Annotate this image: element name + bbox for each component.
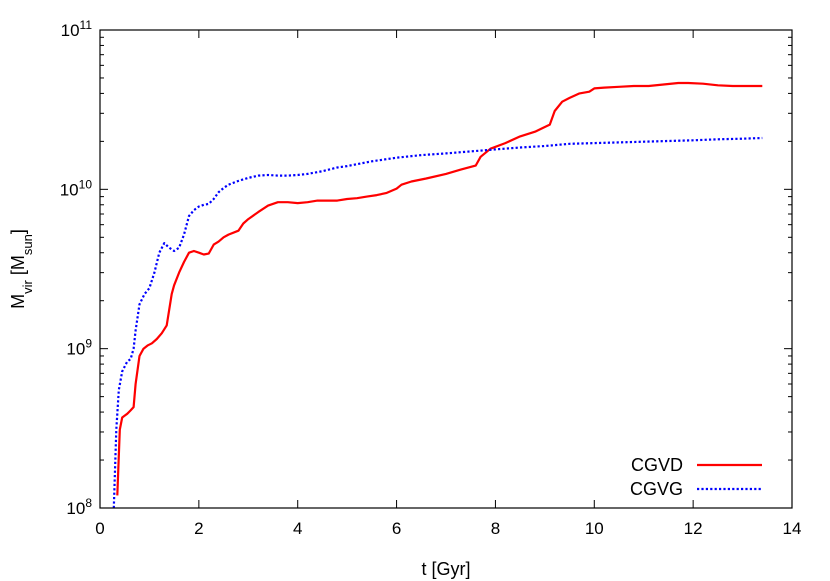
legend-label-cgvd: CGVD <box>631 455 683 475</box>
legend: CGVD CGVG <box>630 455 762 499</box>
x-tick-label: 4 <box>293 519 302 538</box>
ticks-layer <box>99 29 793 509</box>
y-tick-label: 108 <box>66 496 92 518</box>
y-axis-title: Mvir [Msun] <box>8 229 35 309</box>
y-tick-label: 1011 <box>61 18 93 40</box>
series-layer <box>112 81 763 508</box>
y-axis-title-subscript: vir <box>20 279 35 293</box>
x-tick-label: 2 <box>194 519 203 538</box>
series-line-cgvd <box>116 81 763 496</box>
y-axis-title-unit-close: ] <box>8 229 28 234</box>
y-axis-title-unit-open: [M <box>8 255 28 280</box>
x-tick-label: 8 <box>491 519 500 538</box>
x-axis-title: t [Gyr] <box>422 559 471 579</box>
y-axis-title-base: M <box>8 294 28 309</box>
y-axis-title-unit-subscript: sun <box>20 234 35 255</box>
x-tick-label: 10 <box>585 519 604 538</box>
series-line-cgvg <box>112 136 763 508</box>
plot-frame <box>99 29 793 509</box>
y-tick-label: 109 <box>66 337 92 359</box>
legend-label-cgvg: CGVG <box>630 479 683 499</box>
x-tick-label: 14 <box>783 519 802 538</box>
x-tick-label: 12 <box>684 519 703 538</box>
y-tick-label: 1010 <box>60 177 93 199</box>
x-tick-label: 6 <box>392 519 401 538</box>
x-tick-label: 0 <box>95 519 104 538</box>
labels-layer: 0 2 4 6 8 10 12 14 108 109 1010 1011 <box>60 18 802 538</box>
